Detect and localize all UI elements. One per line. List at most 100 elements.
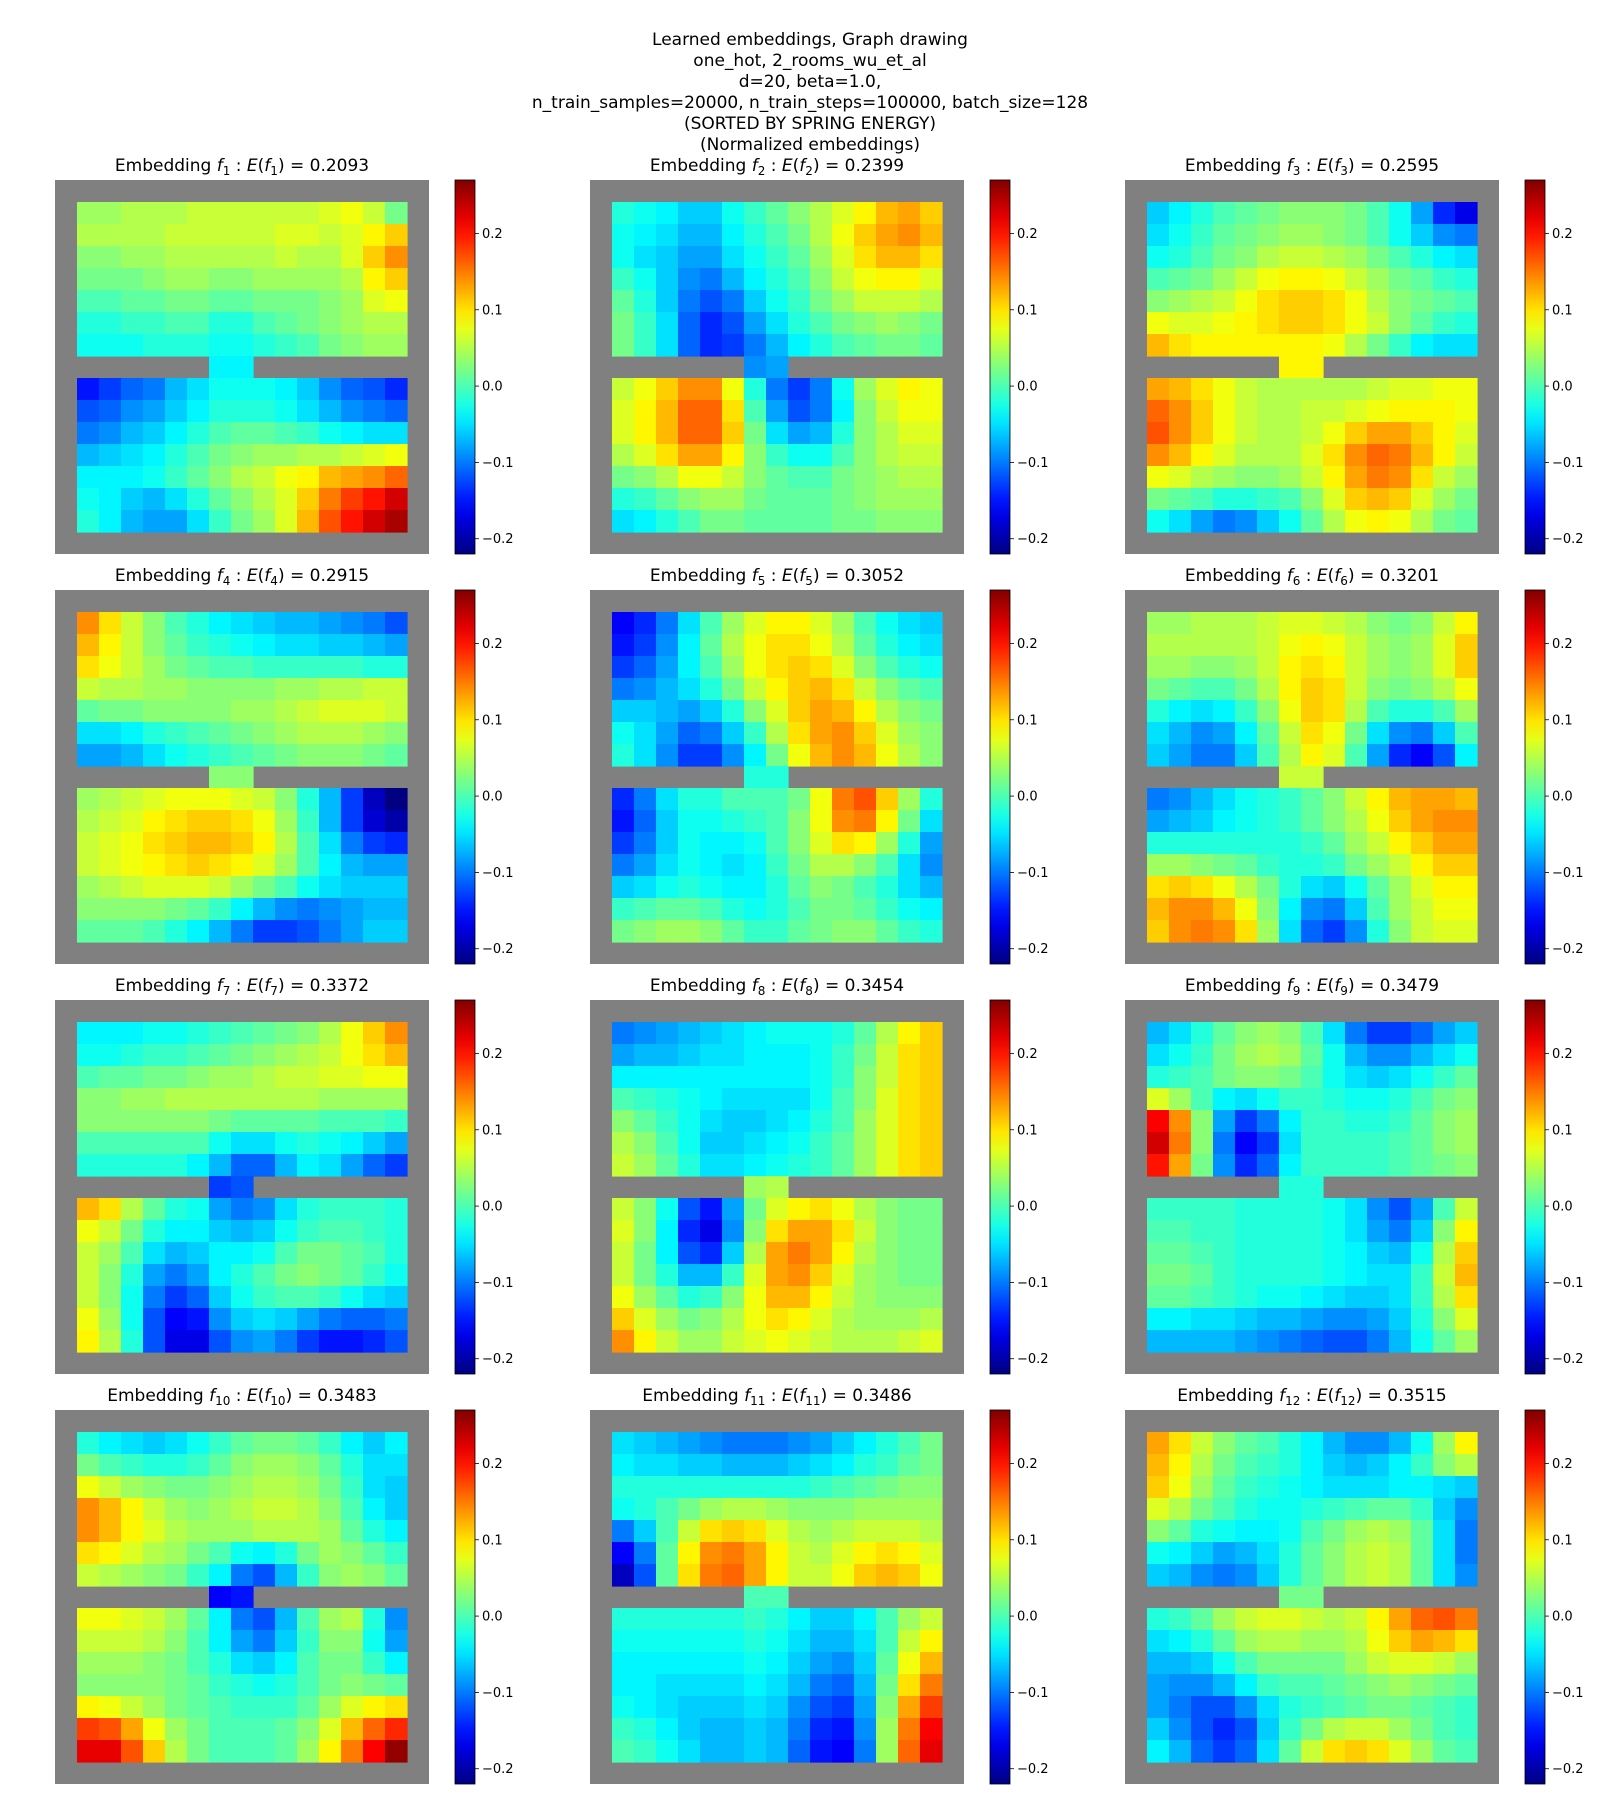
heatmap-cell [1257, 378, 1280, 401]
heatmap-cell [1301, 1520, 1324, 1543]
heatmap-cell [121, 1022, 144, 1045]
heatmap-cell [1301, 744, 1324, 767]
heatmap-cell [700, 722, 723, 745]
heatmap-cell [1411, 810, 1434, 833]
heatmap-cell [1279, 612, 1302, 635]
heatmap-cell [612, 444, 635, 467]
heatmap-cell [656, 1718, 679, 1741]
heatmap-cell [1455, 920, 1478, 943]
heatmap-cell [275, 246, 298, 269]
heatmap-cell [1235, 1154, 1258, 1177]
heatmap-cell [253, 466, 276, 489]
heatmap-cell [99, 246, 122, 269]
heatmap-cell [1389, 920, 1412, 943]
heatmap-cell [143, 290, 166, 313]
heatmap-cell [722, 378, 745, 401]
heatmap-cell [77, 1564, 100, 1587]
heatmap-cell [1411, 510, 1434, 533]
heatmap-cell [700, 1630, 723, 1653]
heatmap-cell [77, 1198, 100, 1221]
figure-title-line-5: (SORTED BY SPRING ENERGY) [683, 114, 937, 134]
heatmap-cell [275, 832, 298, 855]
heatmap-cell [722, 678, 745, 701]
heatmap-cell [898, 1564, 921, 1587]
heatmap-cell [1147, 290, 1170, 313]
heatmap-cell [319, 1088, 342, 1111]
heatmap-cell [766, 1630, 789, 1653]
heatmap-cell [1147, 1652, 1170, 1675]
heatmap-cell [1323, 1022, 1346, 1045]
heatmap-cell [1279, 1542, 1302, 1565]
door-cell [1301, 356, 1324, 379]
heatmap-cell [810, 722, 833, 745]
heatmap-cell [385, 1044, 408, 1067]
heatmap-cell [1235, 1454, 1258, 1477]
heatmap-cell [788, 312, 811, 335]
heatmap-cell [363, 510, 386, 533]
heatmap-cell [1257, 656, 1280, 679]
heatmap-cell [77, 246, 100, 269]
heatmap-cell [1433, 1022, 1456, 1045]
heatmap-cell [1257, 1154, 1280, 1177]
heatmap-cell [143, 422, 166, 445]
heatmap-cell [99, 1264, 122, 1287]
heatmap-cell [1345, 656, 1368, 679]
panel-title-index: 10 [215, 1394, 230, 1408]
heatmap-cell [1147, 510, 1170, 533]
heatmap-cell [1147, 312, 1170, 335]
heatmap-cell [275, 1286, 298, 1309]
heatmap-cell [832, 1022, 855, 1045]
heatmap-cell [1147, 334, 1170, 357]
heatmap-cell [363, 744, 386, 767]
heatmap-cell [854, 1608, 877, 1631]
panel-title-index2: 11 [805, 1394, 820, 1408]
heatmap-cell [722, 1608, 745, 1631]
heatmap-cell [612, 832, 635, 855]
heatmap-cell [678, 832, 701, 855]
heatmap-cell [788, 612, 811, 635]
heatmap-cell [1213, 1630, 1236, 1653]
heatmap-cell [1389, 334, 1412, 357]
heatmap-cell [898, 744, 921, 767]
heatmap-cell [1389, 1198, 1412, 1221]
heatmap-cell [253, 1242, 276, 1265]
heatmap-cell [1235, 1564, 1258, 1587]
heatmap-cell [722, 1066, 745, 1089]
heatmap-cell [209, 202, 232, 225]
heatmap-cell [1257, 224, 1280, 247]
panel-title: Embedding f2 : E(f2) = 0.2399 [650, 156, 904, 178]
heatmap-cell [385, 1088, 408, 1111]
heatmap-cell [1345, 1520, 1368, 1543]
heatmap-cell [1235, 400, 1258, 423]
heatmap-cell [1235, 1242, 1258, 1265]
heatmap-cell [722, 898, 745, 921]
heatmap-cell [876, 1454, 899, 1477]
heatmap-cell [209, 400, 232, 423]
heatmap-cell [1213, 268, 1236, 291]
heatmap-cell [253, 312, 276, 335]
heatmap-cell [656, 488, 679, 511]
heatmap-cell [832, 1264, 855, 1287]
heatmap-cell [341, 810, 364, 833]
heatmap-cell [99, 1718, 122, 1741]
heatmap-cell [1257, 1022, 1280, 1045]
heatmap-cell [1257, 1242, 1280, 1265]
heatmap-cell [1411, 788, 1434, 811]
heatmap-cell [99, 444, 122, 467]
heatmap-cell [634, 312, 657, 335]
heatmap-cell [832, 656, 855, 679]
heatmap-cell [766, 268, 789, 291]
heatmap-cell [612, 1220, 635, 1243]
panel-title-f: f [1287, 156, 1296, 176]
heatmap-cell [1367, 268, 1390, 291]
heatmap-cell [1169, 1242, 1192, 1265]
heatmap-cell [898, 1652, 921, 1675]
heatmap-cell [634, 656, 657, 679]
heatmap-cell [854, 1022, 877, 1045]
heatmap-cell [165, 1542, 188, 1565]
colorbar [454, 1409, 476, 1785]
heatmap-cell [275, 1476, 298, 1499]
heatmap-cell [1345, 744, 1368, 767]
heatmap-cell [99, 634, 122, 657]
heatmap-cell [700, 832, 723, 855]
